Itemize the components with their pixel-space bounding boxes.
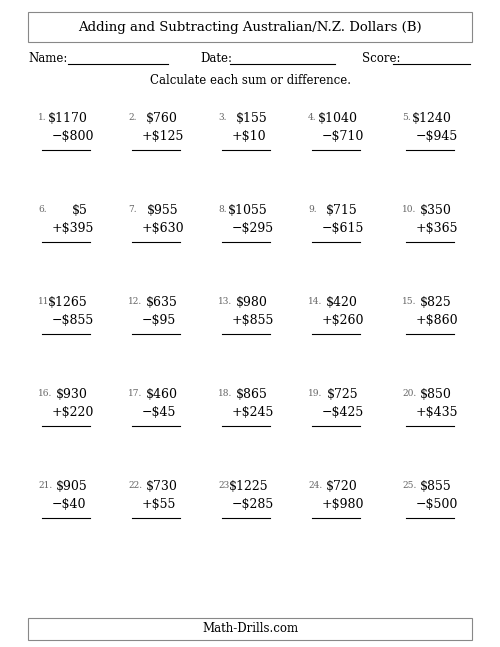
Text: +$365: +$365 bbox=[416, 221, 459, 234]
Text: 20.: 20. bbox=[402, 389, 416, 399]
Text: −$710: −$710 bbox=[322, 129, 364, 142]
Text: +$245: +$245 bbox=[232, 406, 274, 419]
Text: $715: $715 bbox=[326, 204, 358, 217]
Text: Name:: Name: bbox=[28, 52, 68, 65]
Text: $155: $155 bbox=[236, 111, 268, 124]
Text: 21.: 21. bbox=[38, 481, 52, 490]
Text: Date:: Date: bbox=[200, 52, 232, 65]
Text: 15.: 15. bbox=[402, 298, 416, 307]
Text: $1240: $1240 bbox=[412, 111, 452, 124]
Text: Calculate each sum or difference.: Calculate each sum or difference. bbox=[150, 74, 350, 87]
Text: $825: $825 bbox=[420, 296, 452, 309]
Text: 1.: 1. bbox=[38, 113, 46, 122]
Text: $930: $930 bbox=[56, 388, 88, 400]
Text: 19.: 19. bbox=[308, 389, 322, 399]
Text: 23.: 23. bbox=[218, 481, 232, 490]
Text: −$855: −$855 bbox=[52, 314, 94, 327]
Text: $1170: $1170 bbox=[48, 111, 88, 124]
Text: 10.: 10. bbox=[402, 206, 416, 215]
Text: $725: $725 bbox=[326, 388, 358, 400]
Text: +$220: +$220 bbox=[52, 406, 94, 419]
Text: $865: $865 bbox=[236, 388, 268, 400]
Text: Math-Drills.com: Math-Drills.com bbox=[202, 622, 298, 635]
Text: 6.: 6. bbox=[38, 206, 46, 215]
Text: −$945: −$945 bbox=[416, 129, 458, 142]
Text: $420: $420 bbox=[326, 296, 358, 309]
Text: $905: $905 bbox=[56, 479, 88, 492]
FancyBboxPatch shape bbox=[28, 618, 472, 640]
Text: 5.: 5. bbox=[402, 113, 411, 122]
Text: 2.: 2. bbox=[128, 113, 136, 122]
FancyBboxPatch shape bbox=[28, 12, 472, 42]
Text: $720: $720 bbox=[326, 479, 358, 492]
Text: 25.: 25. bbox=[402, 481, 416, 490]
Text: +$395: +$395 bbox=[52, 221, 94, 234]
Text: 17.: 17. bbox=[128, 389, 142, 399]
Text: 18.: 18. bbox=[218, 389, 232, 399]
Text: 16.: 16. bbox=[38, 389, 52, 399]
Text: $1055: $1055 bbox=[228, 204, 268, 217]
Text: +$55: +$55 bbox=[142, 498, 176, 510]
Text: $855: $855 bbox=[420, 479, 452, 492]
Text: 7.: 7. bbox=[128, 206, 136, 215]
Text: Score:: Score: bbox=[362, 52, 401, 65]
Text: $635: $635 bbox=[146, 296, 178, 309]
Text: 11.: 11. bbox=[38, 298, 52, 307]
Text: +$435: +$435 bbox=[416, 406, 459, 419]
Text: +$860: +$860 bbox=[416, 314, 459, 327]
Text: +$260: +$260 bbox=[322, 314, 364, 327]
Text: $760: $760 bbox=[146, 111, 178, 124]
Text: $1225: $1225 bbox=[228, 479, 268, 492]
Text: $955: $955 bbox=[146, 204, 178, 217]
Text: −$800: −$800 bbox=[52, 129, 94, 142]
Text: 14.: 14. bbox=[308, 298, 322, 307]
Text: $350: $350 bbox=[420, 204, 452, 217]
Text: +$125: +$125 bbox=[142, 129, 184, 142]
Text: 9.: 9. bbox=[308, 206, 316, 215]
Text: 22.: 22. bbox=[128, 481, 142, 490]
Text: $850: $850 bbox=[420, 388, 452, 400]
Text: −$615: −$615 bbox=[322, 221, 364, 234]
Text: $1040: $1040 bbox=[318, 111, 358, 124]
Text: −$285: −$285 bbox=[232, 498, 274, 510]
Text: $460: $460 bbox=[146, 388, 178, 400]
Text: $1265: $1265 bbox=[48, 296, 88, 309]
Text: 12.: 12. bbox=[128, 298, 142, 307]
Text: Adding and Subtracting Australian/N.Z. Dollars (B): Adding and Subtracting Australian/N.Z. D… bbox=[78, 21, 422, 34]
Text: −$500: −$500 bbox=[416, 498, 459, 510]
Text: −$295: −$295 bbox=[232, 221, 274, 234]
Text: $5: $5 bbox=[72, 204, 88, 217]
Text: $980: $980 bbox=[236, 296, 268, 309]
Text: $730: $730 bbox=[146, 479, 178, 492]
Text: 24.: 24. bbox=[308, 481, 322, 490]
Text: +$630: +$630 bbox=[142, 221, 184, 234]
Text: −$95: −$95 bbox=[142, 314, 176, 327]
Text: 3.: 3. bbox=[218, 113, 226, 122]
Text: +$10: +$10 bbox=[232, 129, 266, 142]
Text: +$980: +$980 bbox=[322, 498, 364, 510]
Text: −$45: −$45 bbox=[142, 406, 176, 419]
Text: −$425: −$425 bbox=[322, 406, 364, 419]
Text: 13.: 13. bbox=[218, 298, 232, 307]
Text: +$855: +$855 bbox=[232, 314, 274, 327]
Text: −$40: −$40 bbox=[52, 498, 86, 510]
Text: 4.: 4. bbox=[308, 113, 316, 122]
Text: 8.: 8. bbox=[218, 206, 226, 215]
